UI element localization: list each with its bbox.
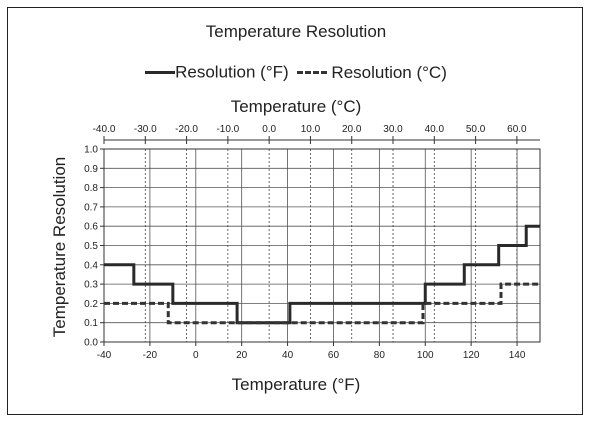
x-axis-tick-label: 80: [374, 350, 386, 361]
y-axis-tick-label: 0.9: [84, 164, 98, 175]
y-axis-tick-label: 0.6: [84, 222, 98, 233]
top-axis-tick-label: 0.0: [262, 124, 276, 135]
legend-label-celsius: Resolution (°C): [331, 62, 447, 82]
x-axis-tick-label: -20: [143, 350, 158, 361]
x-axis-tick-label: 0: [193, 350, 199, 361]
y-axis-tick-label: 0.5: [84, 241, 98, 252]
legend: Resolution (°F) Resolution (°C): [0, 62, 592, 83]
top-axis-tick-label: 40.0: [425, 124, 445, 135]
x-axis-tick-label: 40: [282, 350, 294, 361]
series-line-fahrenheit: [104, 224, 540, 325]
top-axis-tick-label: -10.0: [216, 124, 239, 135]
y-axis-tick-label: 0.2: [84, 299, 98, 310]
legend-item-fahrenheit: Resolution (°F): [145, 62, 289, 83]
top-axis-tick-label: 10.0: [301, 124, 321, 135]
chart-title: Temperature Resolution: [205, 22, 387, 41]
x-axis-tick-label: 140: [509, 350, 526, 361]
y-axis-tick-label: 0.1: [84, 318, 98, 329]
y-axis-tick-label: 0.4: [84, 260, 98, 271]
top-axis-tick-label: -20.0: [175, 124, 198, 135]
top-axis-tick-label: -40.0: [93, 124, 116, 135]
y-axis-tick-label: 1.0: [84, 145, 98, 156]
y-axis-tick-label: 0.0: [84, 338, 98, 349]
series-line-celsius: [104, 282, 540, 325]
legend-swatch-solid: [145, 71, 176, 75]
legend-item-celsius: Resolution (°C): [297, 62, 447, 83]
x-axis-tick-label: 20: [236, 350, 248, 361]
x-axis-tick-label: 60: [328, 350, 340, 361]
x-axis-tick-label: 120: [463, 350, 480, 361]
x-axis-title: Temperature (°F): [231, 375, 361, 394]
x-axis-tick-label: 100: [417, 350, 434, 361]
top-axis-tick-label: -30.0: [134, 124, 157, 135]
top-axis-title: Temperature (°C): [230, 97, 362, 116]
y-axis-tick-label: 0.8: [84, 183, 98, 194]
top-axis-tick-label: 20.0: [342, 124, 362, 135]
legend-swatch-dashed: [297, 71, 328, 75]
top-axis-tick-label: 30.0: [383, 124, 403, 135]
legend-label-fahrenheit: Resolution (°F): [175, 62, 289, 82]
y-axis-tick-label: 0.3: [84, 280, 98, 291]
chart-frame: [7, 7, 583, 415]
top-axis-tick-label: 50.0: [466, 124, 486, 135]
x-axis-tick-label: -40: [97, 350, 112, 361]
y-axis-tick-label: 0.7: [84, 202, 98, 213]
top-axis-tick-label: 60.0: [507, 124, 527, 135]
